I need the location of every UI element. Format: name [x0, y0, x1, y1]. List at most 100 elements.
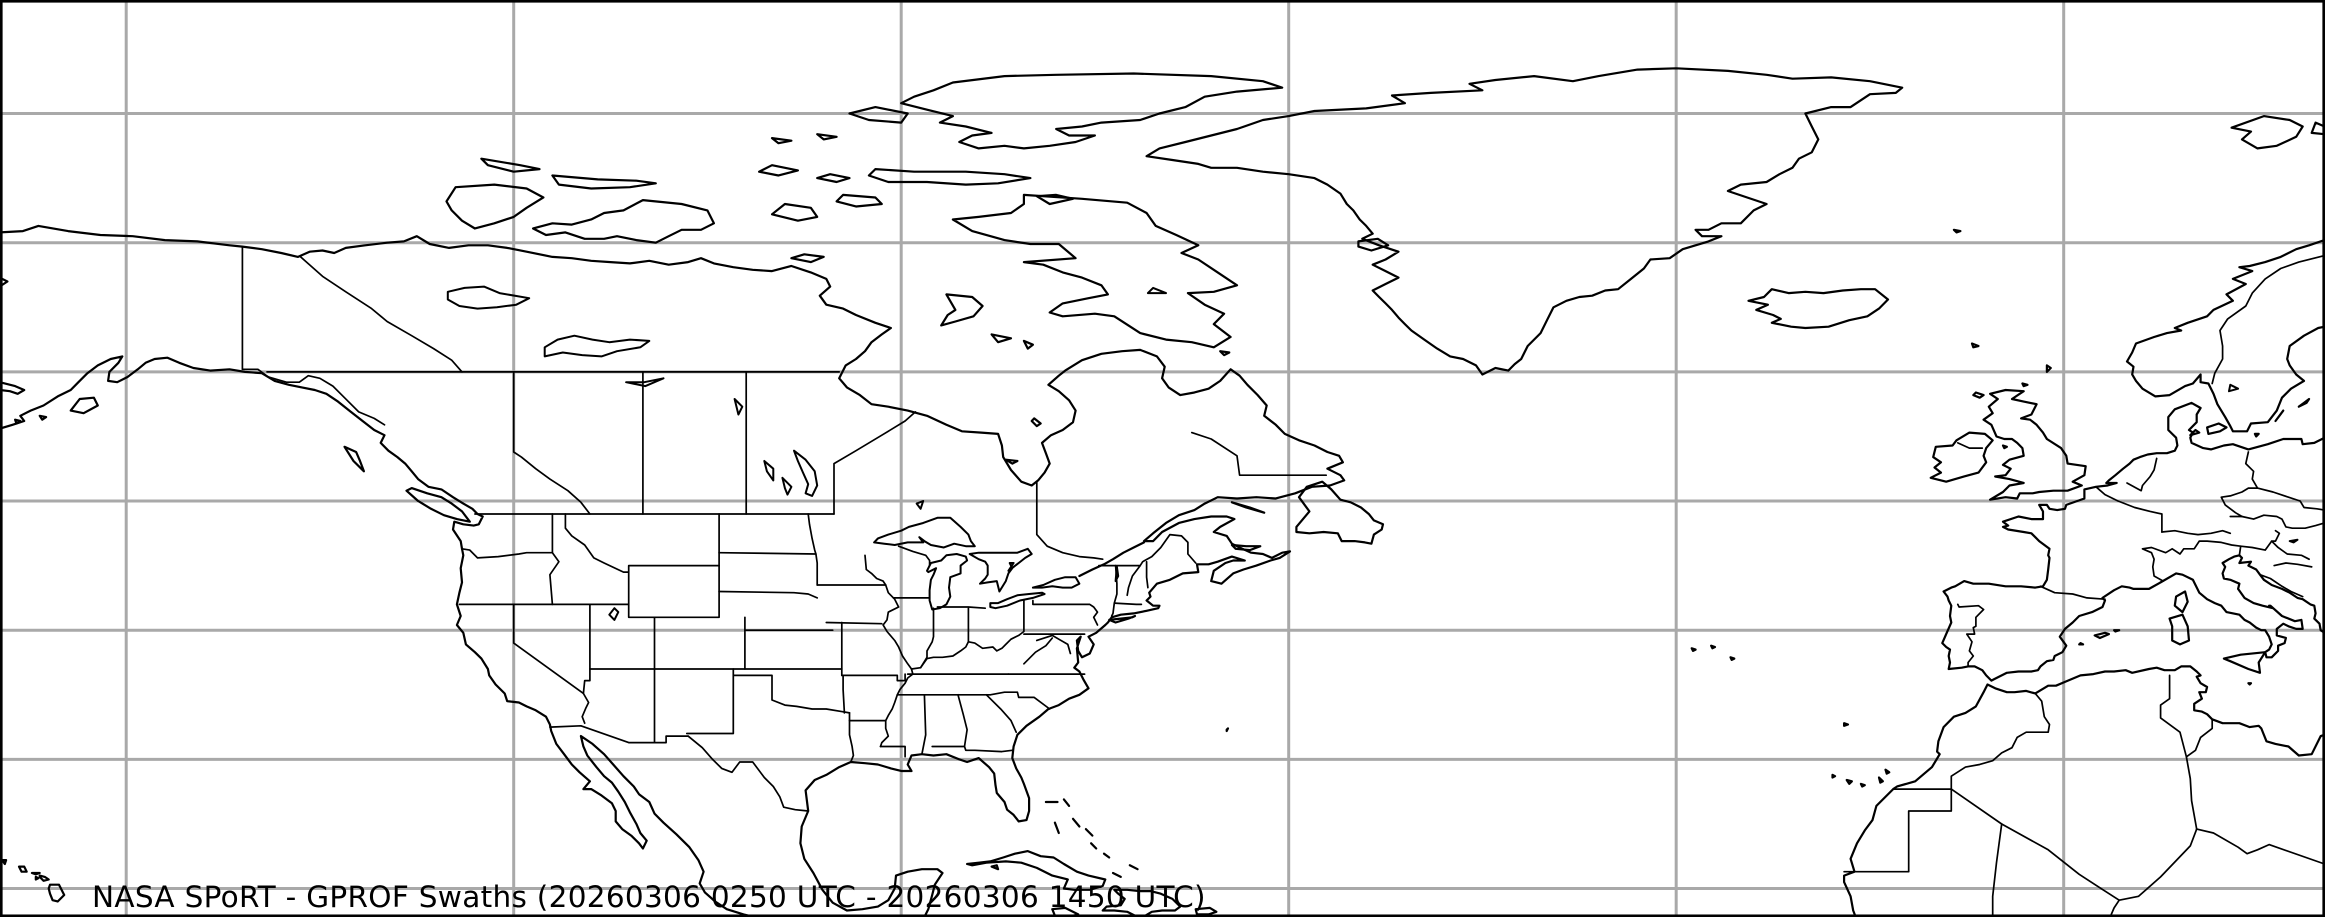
spain-france [2039, 585, 2106, 601]
lakes [446, 285, 2299, 621]
africa-med-atlantic [1842, 665, 2325, 917]
czech-austria-slovakia-hungary [2241, 514, 2325, 530]
hawaii-maui [38, 874, 50, 882]
isla-juventud [990, 864, 1000, 871]
bahamas-inagua [1111, 871, 1122, 878]
prince-patrick [480, 157, 541, 173]
tunisia-algeria [2159, 674, 2188, 758]
akimiski [1004, 458, 1019, 465]
nettilling-lake [1146, 286, 1167, 295]
wisconsin-michigan [897, 545, 931, 567]
ibiza [2078, 641, 2085, 646]
bahamas-cat [1084, 827, 1094, 837]
reindeer-lake [733, 397, 744, 416]
canary-gran-canaria [1859, 782, 1866, 788]
ohio-river [910, 599, 1025, 670]
florida-north [931, 745, 1014, 753]
hawaii-oahu [17, 865, 28, 873]
hispaniola [1101, 888, 1182, 917]
shetland [2045, 364, 2052, 373]
bahamas-eleuthera [1071, 817, 1081, 828]
greenland [1145, 67, 1904, 376]
texas-louisiana [848, 712, 855, 763]
bathurst [758, 164, 799, 177]
haida-gwaii [343, 445, 366, 473]
algeria-mali-niger [1950, 788, 2198, 902]
bc-alberta [512, 371, 591, 515]
long-island-ny [1108, 614, 1137, 624]
funen [2189, 428, 2201, 437]
netherlands-germany-belgium [2126, 457, 2158, 492]
oklahoma-texas [732, 674, 851, 714]
azores-1 [1690, 647, 1697, 652]
bristol-bay-fragment [0, 381, 26, 395]
iowa-missouri [825, 621, 883, 625]
svalbard-spitsbergen [2230, 114, 2304, 150]
anticosti [1230, 501, 1266, 514]
banks-island [445, 183, 545, 230]
victoria-island [532, 198, 716, 244]
lake-huron [968, 547, 1033, 593]
lake-superior [873, 516, 976, 549]
southampton [940, 293, 984, 327]
norway-sweden [2211, 254, 2325, 385]
map-title: NASA SPoRT - GPROF Swaths (20260306 0250… [92, 879, 1206, 914]
kodiak [69, 396, 99, 415]
sicily [2222, 651, 2267, 674]
arkansas-oklahoma [842, 674, 846, 714]
islands [1, 67, 2325, 917]
ellef-ringnes [770, 136, 793, 145]
puerto-rico [1194, 906, 1218, 916]
new-mexico-texas [685, 668, 735, 735]
rio-grande [687, 735, 810, 812]
nd-sd [718, 551, 817, 555]
georgia-sc [985, 693, 1018, 734]
baffin-island [951, 193, 1239, 349]
oland [2274, 409, 2285, 423]
azores-2 [1709, 644, 1717, 650]
zealand [2205, 422, 2228, 435]
north-america-pacific [0, 355, 756, 917]
turks-caicos [1128, 864, 1139, 871]
lake-winnipeg [792, 449, 819, 497]
alaska-panhandle [241, 368, 386, 426]
devon [867, 167, 1032, 186]
ontario-quebec [1035, 480, 1104, 561]
hawaii-molokai [30, 871, 41, 876]
north-america-arctic-atlantic-gulf [0, 224, 1346, 917]
bermuda [1225, 727, 1230, 733]
prince-of-wales [770, 202, 819, 222]
mallorca [2093, 631, 2110, 640]
sardinia [2168, 613, 2191, 646]
ellesmere [900, 72, 1284, 150]
western-sahara-mauritania [1843, 788, 1953, 873]
lake-manitoba [781, 476, 793, 496]
mauritania-mali [1991, 823, 2003, 917]
great-bear-lake [446, 285, 531, 310]
lake-michigan [925, 552, 969, 611]
lake-winnipegosis [763, 459, 775, 482]
croatia-bosnia-north [2273, 562, 2313, 568]
madeira [1842, 722, 1850, 727]
idaho-west [549, 513, 560, 606]
corsica [2173, 590, 2189, 614]
mali-niger [2109, 899, 2121, 917]
coats [990, 333, 1013, 344]
norway-sweden-bothnia [2125, 238, 2325, 433]
bahamas-crooked [1102, 852, 1111, 859]
new-york-east [1110, 564, 1118, 617]
isle-of-man [2001, 444, 2008, 450]
resolution [1219, 350, 1231, 357]
bornholm [2253, 432, 2260, 438]
bahamas-andros [1053, 821, 1060, 835]
hawaii-kauai [1, 858, 8, 866]
canary-fuerteventura [1877, 776, 1884, 784]
hawaii-lanai [34, 875, 40, 881]
canary-tenerife [1845, 778, 1853, 785]
prince-edward-island [1230, 543, 1262, 552]
great-slave-lake [543, 334, 651, 358]
lake-nipigon [915, 499, 925, 510]
